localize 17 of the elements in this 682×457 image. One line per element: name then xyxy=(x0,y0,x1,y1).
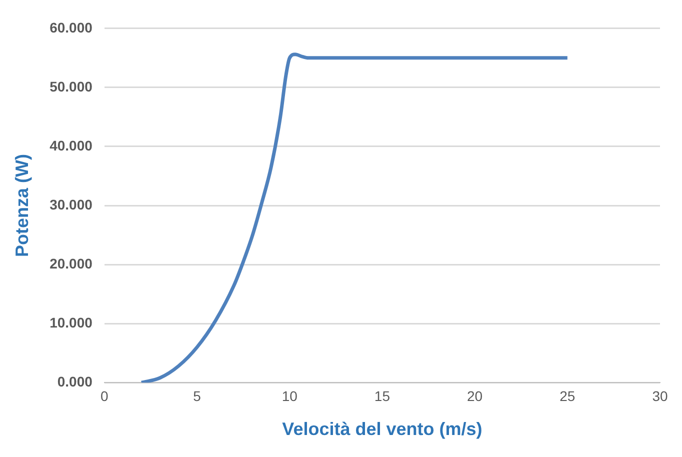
y-tick-label: 10.000 xyxy=(50,314,93,330)
x-tick-label: 5 xyxy=(193,388,202,404)
x-tick-label: 25 xyxy=(560,388,576,404)
y-tick-label: 30.000 xyxy=(50,196,93,212)
y-tick-label: 60.000 xyxy=(50,19,93,36)
x-axis-title: Velocità del vento (m/s) xyxy=(282,419,482,440)
y-tick-label: 40.000 xyxy=(50,137,93,154)
y-tick-label: 20.000 xyxy=(50,255,93,272)
x-tick-label: 20 xyxy=(467,388,483,404)
line-series xyxy=(140,52,570,383)
y-axis-title: Potenza (W) xyxy=(12,154,32,257)
x-tick-label: 0 xyxy=(100,388,109,404)
x-tick-label: 30 xyxy=(652,388,668,404)
x-tick-label: 15 xyxy=(374,388,390,404)
y-tick-label: 0.000 xyxy=(57,373,93,390)
y-tick-label: 50.000 xyxy=(50,78,93,94)
x-tick-label: 10 xyxy=(282,388,298,404)
